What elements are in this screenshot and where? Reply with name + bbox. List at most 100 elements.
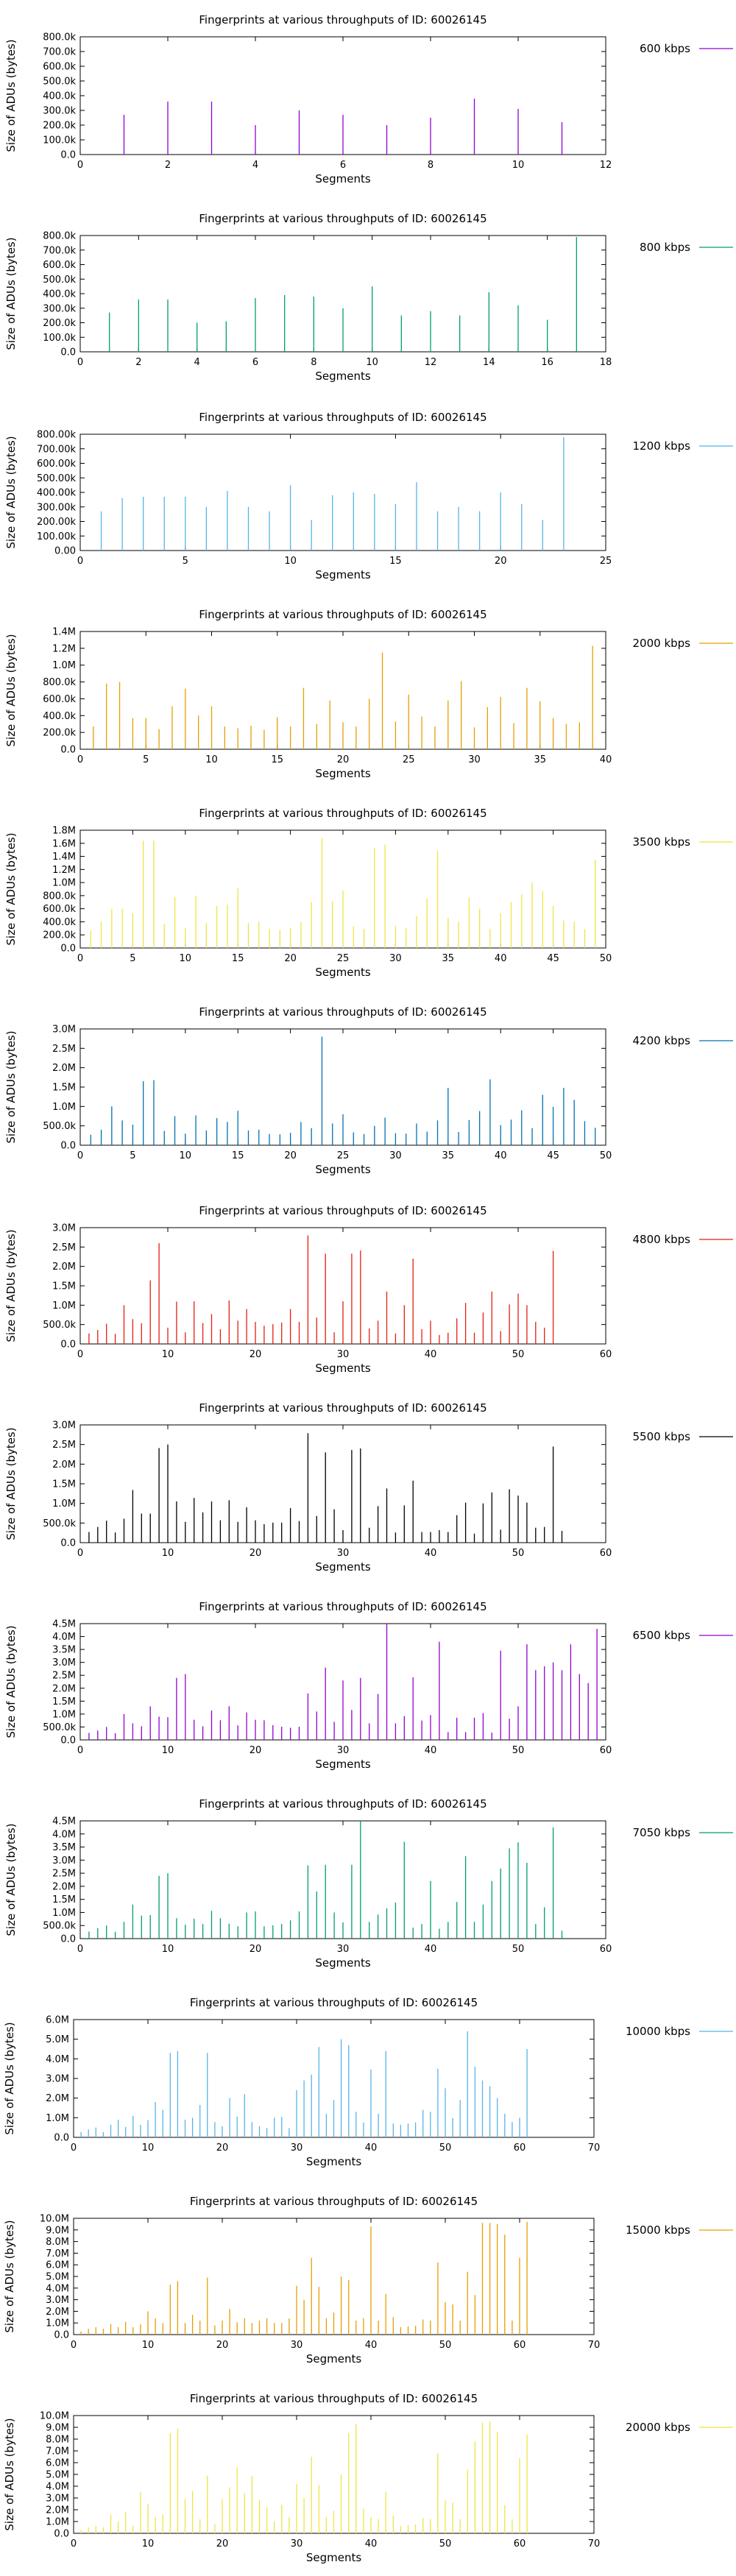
x-tick-label: 0: [77, 357, 83, 368]
y-tick-label: 600.0k: [43, 260, 76, 271]
chart-panel-8: Fingerprints at various throughputs of I…: [4, 1401, 733, 1574]
x-tick-label: 40: [365, 2142, 378, 2154]
y-tick-label: 2.0M: [52, 1262, 76, 1273]
legend-label: 4800 kbps: [633, 1233, 691, 1246]
y-tick-label: 3.0M: [46, 2295, 69, 2306]
x-tick-label: 25: [600, 556, 612, 567]
chart-panel-2: Fingerprints at various throughputs of I…: [4, 212, 733, 383]
x-tick-label: 40: [365, 2538, 378, 2550]
y-tick-label: 6.0M: [46, 2260, 69, 2271]
y-tick-label: 3.0M: [52, 1855, 76, 1866]
y-tick-label: 1.0M: [52, 878, 76, 889]
x-tick-label: 20: [216, 2340, 229, 2351]
x-tick-label: 40: [425, 1548, 437, 1559]
y-tick-label: 10.0M: [40, 2411, 69, 2422]
legend-label: 6500 kbps: [633, 1629, 691, 1642]
y-axis-label: Size of ADUs (bytes): [4, 832, 18, 945]
y-axis-label: Size of ADUs (bytes): [4, 1427, 18, 1540]
y-tick-label: 7.0M: [46, 2248, 69, 2260]
y-tick-label: 500.00k: [37, 473, 76, 484]
x-tick-label: 18: [600, 357, 612, 368]
y-tick-label: 1.4M: [52, 852, 76, 863]
y-tick-label: 0.0: [54, 2529, 69, 2540]
y-tick-label: 5.0M: [46, 2034, 69, 2045]
x-tick-label: 10: [142, 2142, 155, 2154]
chart-title: Fingerprints at various throughputs of I…: [199, 411, 486, 424]
y-tick-label: 800.0k: [43, 32, 76, 43]
y-tick-label: 400.0k: [43, 917, 76, 928]
legend-label: 15000 kbps: [626, 2223, 690, 2237]
chart-title: Fingerprints at various throughputs of I…: [190, 2392, 478, 2405]
x-tick-label: 5: [130, 953, 135, 964]
y-tick-label: 0.0: [60, 1735, 76, 1747]
x-tick-label: 20: [250, 1745, 262, 1756]
x-tick-label: 0: [77, 160, 83, 171]
x-tick-label: 15: [389, 556, 402, 567]
legend-label: 4200 kbps: [633, 1034, 691, 1047]
chart-panel-1: Fingerprints at various throughputs of I…: [4, 13, 733, 185]
y-tick-label: 2.5M: [52, 1242, 76, 1253]
x-tick-label: 50: [600, 953, 612, 964]
legend-label: 2000 kbps: [633, 637, 691, 650]
x-tick-label: 30: [337, 1745, 350, 1756]
x-tick-label: 10: [142, 2538, 155, 2550]
x-tick-label: 70: [588, 2340, 601, 2351]
legend-label: 1200 kbps: [633, 439, 691, 453]
y-tick-label: 500.0k: [43, 275, 76, 286]
chart-panel-12: Fingerprints at various throughputs of I…: [3, 2195, 733, 2366]
y-tick-label: 1.2M: [52, 643, 76, 654]
y-axis-label: Size of ADUs (bytes): [3, 2418, 16, 2530]
y-tick-label: 0.0: [60, 1141, 76, 1152]
legend-label: 600 kbps: [640, 42, 690, 55]
y-tick-label: 2.0M: [46, 2505, 69, 2516]
x-tick-label: 40: [495, 953, 507, 964]
y-tick-label: 500.0k: [43, 1722, 76, 1733]
x-tick-label: 0: [71, 2538, 77, 2550]
y-tick-label: 3.0M: [52, 1657, 76, 1669]
y-tick-label: 3.0M: [46, 2074, 69, 2085]
y-tick-label: 4.0M: [46, 2482, 69, 2493]
y-axis-label: Size of ADUs (bytes): [4, 436, 18, 548]
y-tick-label: 4.0M: [52, 1829, 76, 1840]
y-axis-label: Size of ADUs (bytes): [4, 1229, 18, 1342]
y-tick-label: 1.0M: [52, 1908, 76, 1919]
x-tick-label: 25: [337, 953, 350, 964]
chart-panel-5: Fingerprints at various throughputs of I…: [4, 807, 733, 979]
x-tick-label: 10: [205, 754, 218, 765]
y-tick-label: 0.0: [60, 150, 76, 161]
chart-panel-6: Fingerprints at various throughputs of I…: [4, 1005, 733, 1176]
x-tick-label: 50: [600, 1150, 612, 1161]
y-tick-label: 400.0k: [43, 289, 76, 300]
chart-panel-4: Fingerprints at various throughputs of I…: [4, 608, 733, 780]
y-tick-label: 800.0k: [43, 231, 76, 242]
x-tick-label: 10: [162, 1745, 174, 1756]
x-axis-label: Segments: [315, 172, 371, 185]
y-tick-label: 2.5M: [52, 1869, 76, 1880]
y-tick-label: 0.0: [60, 745, 76, 756]
y-tick-label: 1.5M: [52, 1281, 76, 1292]
x-tick-label: 6: [252, 357, 258, 368]
x-tick-label: 8: [311, 357, 316, 368]
x-tick-label: 20: [250, 1548, 262, 1559]
y-tick-label: 2.0M: [46, 2307, 69, 2318]
y-tick-label: 2.5M: [52, 1440, 76, 1451]
x-tick-label: 20: [216, 2538, 229, 2550]
y-tick-label: 3.0M: [52, 1420, 76, 1432]
y-tick-label: 8.0M: [46, 2237, 69, 2248]
x-tick-label: 60: [600, 1349, 612, 1360]
x-tick-label: 10: [162, 1349, 174, 1360]
x-axis-label: Segments: [315, 1758, 371, 1771]
x-tick-label: 5: [183, 556, 188, 567]
y-axis-label: Size of ADUs (bytes): [4, 1625, 18, 1738]
x-tick-label: 30: [389, 1150, 402, 1161]
x-tick-label: 30: [291, 2142, 303, 2154]
chart-title: Fingerprints at various throughputs of I…: [190, 2195, 478, 2208]
y-tick-label: 1.0M: [52, 1102, 76, 1113]
x-tick-label: 50: [439, 2538, 452, 2550]
chart-title: Fingerprints at various throughputs of I…: [199, 1600, 486, 1613]
x-tick-label: 25: [403, 754, 415, 765]
x-tick-label: 0: [71, 2340, 77, 2351]
x-tick-label: 30: [337, 1548, 350, 1559]
x-tick-label: 60: [514, 2142, 526, 2154]
y-tick-label: 0.0: [60, 944, 76, 955]
